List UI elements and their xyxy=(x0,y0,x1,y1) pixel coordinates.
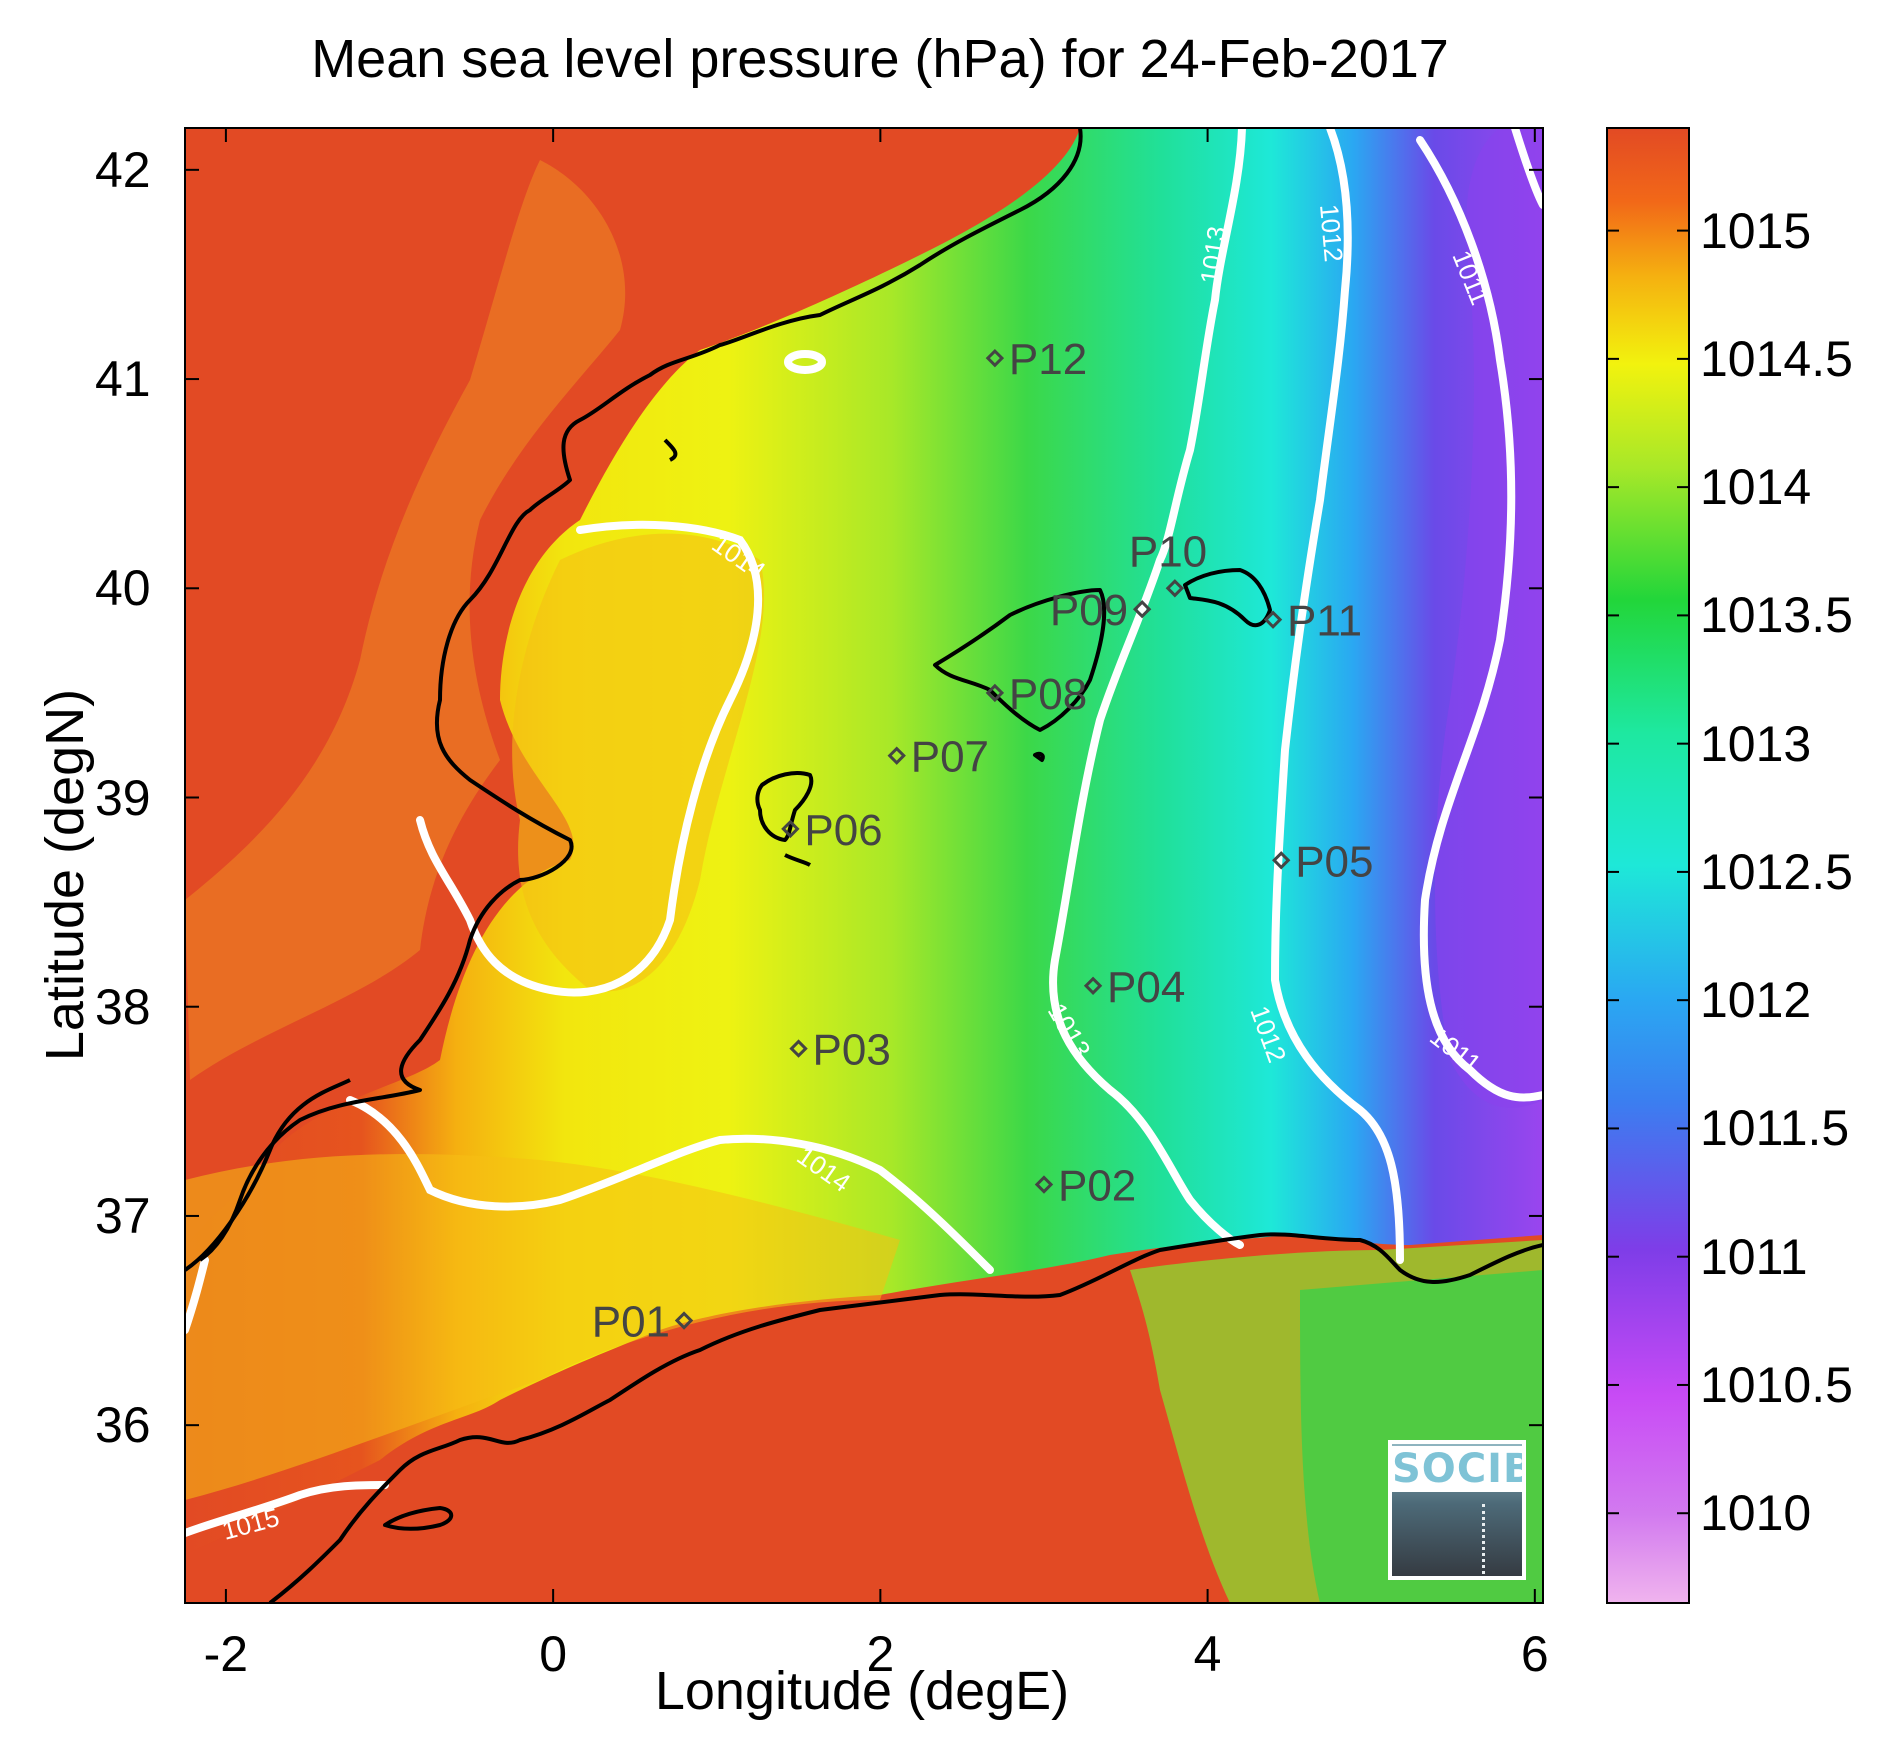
colorbar-tick-label: 1014.5 xyxy=(1700,330,1853,387)
station-label: P06 xyxy=(804,806,882,855)
colorbar-frame xyxy=(1606,127,1690,1604)
colorbar-tick-label: 1011 xyxy=(1700,1228,1808,1285)
iberia-coastline xyxy=(198,128,1083,1262)
colorbar-tick-label: 1010 xyxy=(1700,1485,1812,1542)
station-label: P05 xyxy=(1295,837,1373,886)
colorbar xyxy=(1607,128,1689,1603)
station-label: P08 xyxy=(1009,670,1087,719)
station-label: P11 xyxy=(1287,597,1362,646)
station-marker xyxy=(1034,1175,1054,1194)
colorbar-tick-label: 1013.5 xyxy=(1700,587,1853,644)
y-tick-label: 42 xyxy=(95,141,151,198)
station-label: P12 xyxy=(1009,335,1087,384)
station-marker xyxy=(1132,600,1152,619)
station-marker xyxy=(985,683,1005,703)
map-title: Mean sea level pressure (hPa) for 24-Feb… xyxy=(311,29,1449,89)
station-label: P10 xyxy=(1129,527,1207,576)
station-marker xyxy=(781,819,800,839)
y-tick-label: 36 xyxy=(95,1397,151,1454)
isobar-1011-tip xyxy=(1511,128,1543,209)
isobar-1014-south xyxy=(346,1096,994,1274)
colorbar-tick-label: 1012.5 xyxy=(1700,843,1853,900)
station-marker xyxy=(1272,851,1291,870)
isobar-1011 xyxy=(1416,136,1543,1102)
valencia-warm-zone xyxy=(512,533,765,992)
station-marker xyxy=(789,1039,808,1058)
ibiza-coast xyxy=(755,771,814,842)
isobar-1014-west xyxy=(185,1256,209,1334)
station-marker xyxy=(985,348,1005,368)
logo-mark xyxy=(1482,1504,1489,1574)
low-pressure-zone xyxy=(1435,128,1543,1108)
isobar-1012 xyxy=(1270,128,1404,1264)
colorbar-tick-label: 1011.5 xyxy=(1700,1100,1850,1157)
ebro-delta-coast xyxy=(663,438,678,462)
iberia-land xyxy=(185,128,1080,1260)
station-label: P09 xyxy=(1050,586,1128,635)
colorbar-tick-label: 1012 xyxy=(1700,972,1812,1029)
station-label: P02 xyxy=(1058,1162,1136,1211)
station-marker xyxy=(674,1311,694,1330)
station-marker xyxy=(1165,579,1185,598)
logo-text: SOCIB xyxy=(1392,1446,1526,1492)
axis-ticks xyxy=(185,128,1543,1603)
y-tick-label: 41 xyxy=(95,351,151,408)
colorbar-ticks xyxy=(1607,229,1689,1515)
x-tick-label: 4 xyxy=(1193,1626,1222,1682)
station-label: P07 xyxy=(911,733,989,782)
socib-logo: SOCIB xyxy=(1388,1440,1526,1580)
x-tick-label: 6 xyxy=(1520,1626,1549,1682)
colorbar-tick-label: 1015 xyxy=(1700,202,1812,259)
y-tick-label: 37 xyxy=(95,1187,151,1244)
x-axis-label: Longitude (degE) xyxy=(654,1661,1070,1721)
station-label: P01 xyxy=(592,1298,670,1347)
y-axis-label: Latitude (degN) xyxy=(35,688,95,1062)
station-label: P04 xyxy=(1107,963,1185,1012)
colorbar-tick-label: 1013 xyxy=(1700,715,1812,772)
map-frame xyxy=(184,127,1544,1604)
colorbar-tick-label: 1014 xyxy=(1700,459,1812,516)
x-tick-label: -2 xyxy=(203,1626,249,1682)
iberia-land-inner xyxy=(185,160,626,1080)
y-tick-label: 40 xyxy=(95,560,151,617)
africa-coastline xyxy=(268,1232,1543,1603)
y-tick-label: 38 xyxy=(95,978,151,1035)
alboran-island-coast xyxy=(383,1506,454,1531)
formentera-coast xyxy=(784,853,812,867)
southern-warm-band xyxy=(185,1154,900,1500)
iberia-south-coastline xyxy=(185,1078,351,1272)
station-label: P03 xyxy=(813,1026,891,1075)
x-tick-label: 2 xyxy=(866,1626,895,1682)
isobar-small-ring xyxy=(784,350,826,374)
x-tick-label: 0 xyxy=(539,1626,568,1682)
station-marker xyxy=(887,746,906,765)
menorca-coast xyxy=(1183,568,1272,628)
colorbar-tick-label: 1010.5 xyxy=(1700,1356,1853,1413)
station-marker xyxy=(1263,610,1283,629)
pressure-field: 1011 1011 1012 1012 1013 1013 1014 1014 … xyxy=(185,128,1543,1603)
station-marker xyxy=(1083,976,1103,995)
contour-label: 1012 xyxy=(1314,203,1349,263)
isobar-1013 xyxy=(1049,128,1246,1249)
isobar-1015 xyxy=(185,1481,389,1537)
cabrera-coast xyxy=(1033,751,1045,762)
y-tick-label: 39 xyxy=(95,769,151,826)
